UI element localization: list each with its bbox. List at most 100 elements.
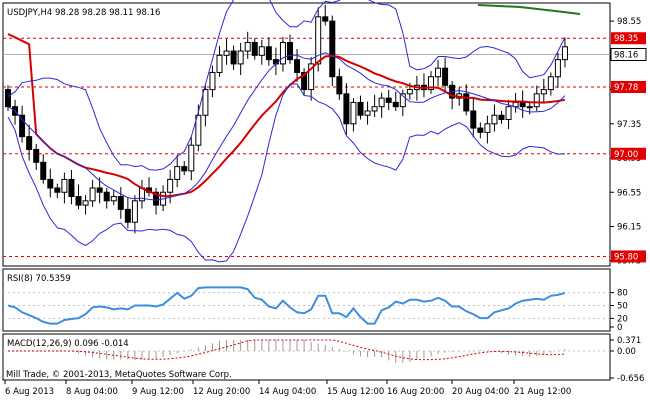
candle xyxy=(68,170,75,205)
main-chart-header: USDJPY,H4 98.28 98.28 98.11 98.16 xyxy=(7,8,160,18)
candle xyxy=(378,92,385,118)
candle xyxy=(188,137,195,181)
current-price-tag xyxy=(610,47,647,61)
rsi-line xyxy=(7,286,566,325)
candle xyxy=(287,34,293,64)
candle-body-down xyxy=(519,101,526,108)
candle-body-down xyxy=(181,166,188,172)
candle xyxy=(103,187,110,209)
candle-body-down xyxy=(33,148,40,163)
rsi-tick-label: 80 xyxy=(617,289,628,299)
candle xyxy=(96,177,103,204)
candle-body-down xyxy=(124,208,131,223)
candle-body-up xyxy=(350,101,357,125)
candle-body-down xyxy=(47,178,54,189)
candle-body-up xyxy=(435,67,442,78)
candle-body-down xyxy=(498,114,505,121)
rsi-header: RSI(8) 70.5359 xyxy=(7,274,71,284)
candle-body-up xyxy=(554,59,561,78)
candle-body-up xyxy=(110,196,117,202)
candle-body-up xyxy=(308,63,315,91)
candle xyxy=(47,168,54,198)
candle xyxy=(153,187,160,215)
candle xyxy=(336,68,343,100)
candle xyxy=(33,143,40,171)
candle xyxy=(308,57,315,101)
candle-body-down xyxy=(336,76,343,95)
y-tick-label: 98.55 xyxy=(617,17,641,27)
candle-body-down xyxy=(477,127,484,133)
candle xyxy=(540,78,547,104)
candle xyxy=(279,36,286,72)
current-price-label: 98.16 xyxy=(614,50,638,60)
time-axis-label: 8 Aug 04:00 xyxy=(66,387,118,397)
time-axis-label: 16 Aug 20:00 xyxy=(387,387,444,397)
level-price-tag xyxy=(611,147,646,160)
candle xyxy=(230,45,237,70)
rsi-panel-frame[interactable] xyxy=(2,268,611,332)
candle xyxy=(75,184,82,210)
level-price-tag xyxy=(611,81,646,94)
candle xyxy=(61,172,68,204)
candle-body-down xyxy=(117,196,124,210)
time-axis-label: 14 Aug 04:00 xyxy=(259,387,316,397)
candle xyxy=(364,101,371,125)
candle-body-down xyxy=(19,114,26,138)
candle-body-down xyxy=(392,101,399,108)
y-tick-label: 96.15 xyxy=(617,222,641,232)
bollinger-lower-band xyxy=(7,83,565,263)
candle xyxy=(209,65,216,98)
y-tick-label: 96.55 xyxy=(617,188,641,198)
candle xyxy=(498,110,505,124)
candle-body-down xyxy=(442,67,449,86)
candle xyxy=(435,60,442,87)
candle-body-up xyxy=(533,93,540,108)
candle xyxy=(392,91,399,111)
candle-body-up xyxy=(237,50,244,65)
candle xyxy=(463,84,470,116)
candle xyxy=(82,195,89,215)
rsi-tick-label: 20 xyxy=(617,314,628,324)
macd-panel-frame[interactable] xyxy=(2,333,611,381)
macd-header: MACD(12,26,9) 0.096 -0.014 xyxy=(7,339,129,349)
copyright-footer: Mill Trade, © 2001-2013, MetaQuotes Soft… xyxy=(6,370,232,380)
candle xyxy=(131,195,138,234)
candle xyxy=(19,105,26,143)
candle-body-up xyxy=(547,76,554,91)
candle xyxy=(202,85,209,127)
candle-body-down xyxy=(54,187,61,193)
candle xyxy=(258,39,265,65)
level-price-tag xyxy=(611,32,646,45)
macd-tick-label: 0.371 xyxy=(617,336,641,346)
candle xyxy=(428,71,434,94)
candle xyxy=(470,98,477,138)
candle-body-up xyxy=(258,46,265,56)
candle xyxy=(89,179,96,207)
candle-body-up xyxy=(378,97,385,108)
candle xyxy=(350,98,357,132)
candle-body-up xyxy=(484,123,491,133)
macd-signal-line xyxy=(8,339,565,361)
candle-body-down xyxy=(343,93,350,125)
candle xyxy=(54,183,61,199)
candle xyxy=(265,37,272,66)
time-axis-label: 12 Aug 20:00 xyxy=(193,387,250,397)
candle xyxy=(554,52,561,88)
candle-body-down xyxy=(5,89,11,108)
candle xyxy=(174,154,181,188)
candle-body-up xyxy=(491,114,498,125)
main-panel-frame[interactable] xyxy=(2,2,611,267)
bollinger-upper-band xyxy=(7,0,566,171)
candle xyxy=(216,45,223,77)
candle xyxy=(442,57,449,92)
candle-body-up xyxy=(561,46,568,61)
candle-body-down xyxy=(287,42,293,61)
candle xyxy=(237,42,244,76)
macd-plot xyxy=(3,339,610,364)
candle xyxy=(251,38,258,60)
candle xyxy=(399,89,406,117)
candle-body-up xyxy=(216,54,223,73)
candle xyxy=(329,15,336,87)
candle-body-down xyxy=(301,71,308,91)
level-price-label: 97.00 xyxy=(614,150,638,160)
